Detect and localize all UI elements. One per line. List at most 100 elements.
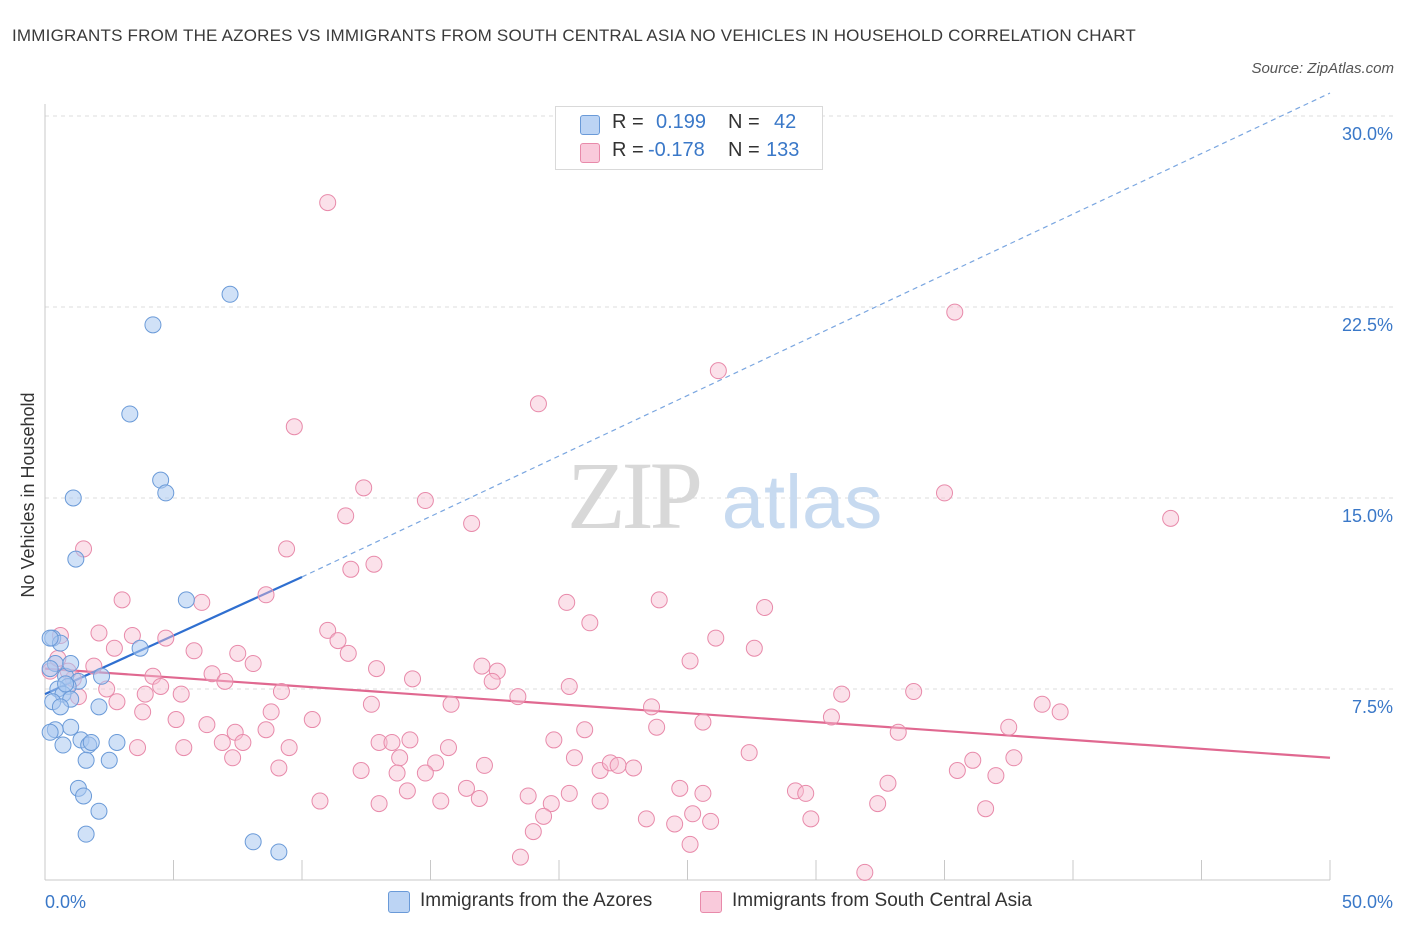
data-point-south-central-asia	[936, 484, 953, 502]
data-point-south-central-asia	[272, 683, 290, 701]
bottom-legend-label: Immigrants from the Azores	[420, 890, 653, 911]
data-point-south-central-asia	[681, 835, 699, 853]
data-point-south-central-asia	[198, 716, 216, 734]
data-point-south-central-asia	[524, 823, 542, 841]
south-central-asia-trend-line	[44, 667, 1331, 759]
x-tick-label: 0.0%	[45, 892, 86, 912]
data-point-south-central-asia	[355, 479, 373, 497]
data-point-south-central-asia	[339, 644, 357, 662]
data-point-south-central-asia	[702, 812, 720, 830]
bottom-legend-label: Immigrants from South Central Asia	[732, 890, 1032, 911]
data-point-south-central-asia	[740, 744, 758, 762]
data-point-south-central-asia	[172, 685, 190, 703]
data-point-south-central-asia	[229, 644, 247, 662]
data-point-south-central-asia	[558, 593, 576, 611]
data-point-south-central-asia	[123, 627, 141, 645]
data-point-azores	[100, 751, 118, 769]
data-point-south-central-asia	[280, 739, 298, 757]
data-point-south-central-asia	[519, 787, 537, 805]
data-point-south-central-asia	[948, 761, 966, 779]
data-point-azores	[75, 787, 93, 805]
data-point-south-central-asia	[303, 711, 321, 729]
data-point-south-central-asia	[152, 677, 170, 695]
y-axis-label: No Vehicles in Household	[18, 392, 38, 597]
y-tick-label: 22.5%	[1342, 315, 1393, 335]
y-tick-label: 15.0%	[1342, 506, 1393, 526]
data-point-south-central-asia	[285, 418, 303, 436]
legend-swatch-pink	[580, 143, 600, 163]
data-point-south-central-asia	[946, 303, 964, 321]
data-point-south-central-asia	[535, 807, 553, 825]
data-point-south-central-asia	[404, 670, 422, 688]
data-point-south-central-asia	[475, 756, 493, 774]
data-point-south-central-asia	[905, 683, 923, 701]
data-point-south-central-asia	[650, 591, 668, 609]
data-point-south-central-asia	[666, 815, 684, 833]
data-point-south-central-asia	[879, 774, 897, 792]
data-point-south-central-asia	[483, 672, 501, 690]
data-point-azores	[51, 698, 69, 716]
data-point-south-central-asia	[643, 698, 661, 716]
data-point-south-central-asia	[756, 599, 774, 617]
data-point-azores	[54, 736, 72, 754]
data-point-south-central-asia	[213, 733, 231, 751]
data-point-south-central-asia	[90, 624, 108, 642]
data-point-south-central-asia	[134, 703, 152, 721]
data-point-south-central-asia	[745, 639, 763, 657]
data-point-azores	[121, 405, 139, 423]
legend-r-value: -0.178	[648, 139, 705, 161]
data-point-south-central-asia	[234, 733, 252, 751]
data-point-azores	[41, 660, 59, 678]
data-point-azores	[90, 802, 108, 820]
grid-lines	[45, 115, 1395, 690]
data-point-south-central-asia	[856, 863, 874, 881]
data-point-south-central-asia	[964, 751, 982, 769]
data-point-south-central-asia	[1051, 703, 1069, 721]
data-point-south-central-asia	[833, 685, 851, 703]
data-point-south-central-asia	[637, 810, 655, 828]
azores-trend-extension	[301, 92, 1331, 578]
data-point-south-central-asia	[648, 718, 666, 736]
data-point-azores	[77, 751, 95, 769]
data-point-south-central-asia	[270, 759, 288, 777]
data-point-south-central-asia	[129, 739, 147, 757]
data-point-south-central-asia	[416, 764, 434, 782]
legend-n-value: 42	[774, 111, 797, 133]
y-tick-label: 30.0%	[1342, 124, 1393, 144]
data-point-south-central-asia	[368, 660, 386, 678]
data-point-azores	[144, 316, 162, 334]
data-point-south-central-asia	[388, 764, 406, 782]
data-point-south-central-asia	[257, 586, 275, 604]
data-point-south-central-asia	[427, 754, 445, 772]
data-point-south-central-asia	[709, 362, 727, 380]
data-point-south-central-asia	[1005, 749, 1023, 767]
data-point-south-central-asia	[113, 591, 131, 609]
data-point-south-central-asia	[1033, 695, 1051, 713]
data-point-south-central-asia	[442, 695, 460, 713]
data-point-south-central-asia	[488, 662, 506, 680]
bottom-legend-swatch-pink	[700, 891, 722, 913]
data-point-south-central-asia	[105, 639, 123, 657]
legend-swatch-blue	[580, 115, 600, 135]
data-point-south-central-asia	[175, 739, 193, 757]
chart-title: IMMIGRANTS FROM THE AZORES VS IMMIGRANTS…	[12, 26, 1137, 45]
tick-labels: 7.5% 15.0% 22.5% 30.0% 0.0% 50.0%	[45, 124, 1393, 912]
data-point-south-central-asia	[370, 733, 388, 751]
data-point-south-central-asia	[609, 756, 627, 774]
data-point-south-central-asia	[560, 677, 578, 695]
data-point-south-central-asia	[529, 395, 547, 413]
data-point-azores	[67, 550, 85, 568]
data-point-south-central-asia	[977, 800, 995, 818]
legend-n-value: 133	[766, 139, 800, 161]
data-point-south-central-asia	[244, 655, 262, 673]
data-point-azores	[270, 843, 288, 861]
data-point-south-central-asia	[1000, 718, 1018, 736]
source-label: Source: ZipAtlas.com	[1251, 60, 1394, 77]
legend-n-label: N =	[728, 139, 760, 161]
data-point-south-central-asia	[257, 721, 275, 739]
data-point-azores	[41, 629, 59, 647]
data-point-south-central-asia	[1162, 509, 1180, 527]
data-point-south-central-asia	[278, 540, 296, 558]
data-point-south-central-asia	[463, 514, 481, 532]
